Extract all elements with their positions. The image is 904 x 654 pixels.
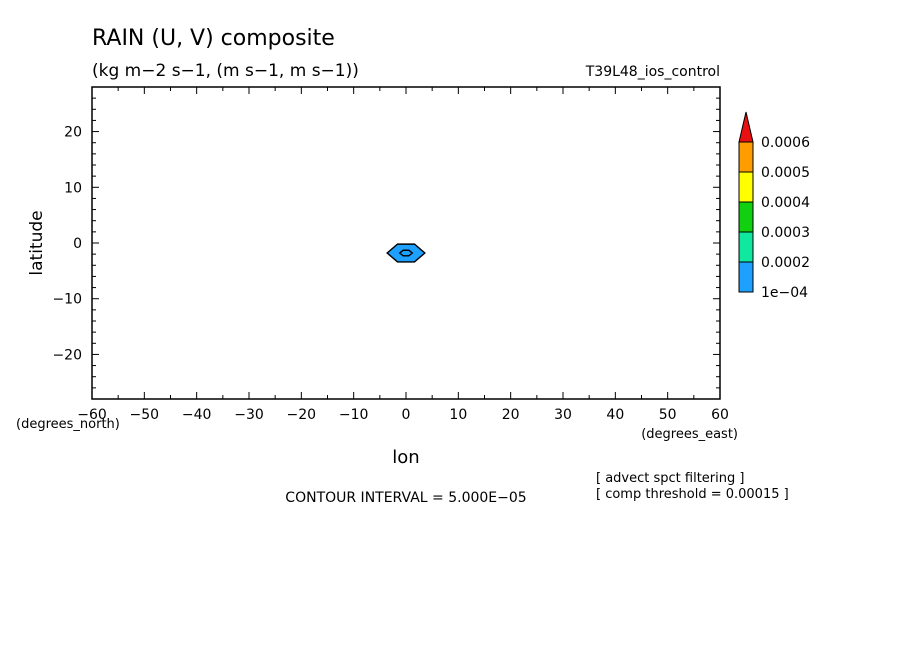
colorbar-box [738, 261, 754, 293]
y-tick-label: 10 [64, 180, 82, 196]
x-tick-label: −60 [77, 407, 107, 423]
x-tick-label: 20 [502, 407, 520, 423]
plot-frame [91, 86, 721, 400]
x-tick-label: 10 [449, 407, 467, 423]
colorbar-box [738, 231, 754, 263]
x-tick-label: −10 [339, 407, 369, 423]
x-units-label: (degrees_east) [641, 427, 738, 442]
colorbar-overflow-triangle [738, 111, 754, 143]
contour-features [386, 243, 426, 263]
x-axis-label: lon [392, 447, 419, 468]
chart-subtitle: (kg m−2 s−1, (m s−1, m s−1)) [92, 61, 359, 81]
y-units-label: (degrees_north) [16, 417, 120, 432]
x-tick-label: −40 [182, 407, 212, 423]
y-tick-label: −20 [52, 347, 82, 363]
note-advect: [ advect spct filtering ] [596, 471, 744, 486]
x-tick-label: 50 [659, 407, 677, 423]
y-axis-label: latitude [27, 210, 47, 275]
colorbar-box [738, 171, 754, 203]
note-threshold: [ comp threshold = 0.00015 ] [596, 487, 789, 502]
axis-ticks [91, 86, 721, 400]
run-label: T39L48_ios_control [585, 64, 720, 80]
colorbar-box [738, 141, 754, 173]
contour-interval-label: CONTOUR INTERVAL = 5.000E−05 [285, 490, 526, 506]
x-tick-label: −50 [130, 407, 160, 423]
x-tick-labels: −60 −50 −40 −30 −20 −10 0 10 20 30 40 50 60 [77, 407, 729, 423]
y-tick-label: 0 [73, 236, 82, 252]
x-tick-label: −20 [287, 407, 317, 423]
rain-blob-inner [398, 249, 414, 257]
y-tick-label: −10 [52, 292, 82, 308]
colorbar-label: 0.0002 [761, 255, 810, 271]
x-tick-label: −30 [234, 407, 264, 423]
colorbar-label: 0.0005 [761, 165, 810, 181]
x-tick-label: 0 [402, 407, 411, 423]
colorbar-label: 0.0006 [761, 135, 810, 151]
colorbar-box [738, 201, 754, 233]
x-tick-label: 60 [711, 407, 729, 423]
y-tick-label: 20 [64, 125, 82, 141]
x-tick-label: 30 [554, 407, 572, 423]
colorbar-label: 0.0003 [761, 225, 810, 241]
colorbar-label: 1e−04 [761, 285, 808, 301]
x-tick-label: 40 [606, 407, 624, 423]
y-tick-labels: 20 10 0 −10 −20 [52, 125, 82, 364]
chart-title: RAIN (U, V) composite [92, 26, 335, 51]
colorbar-legend: 0.0006 0.0005 0.0004 0.0003 0.0002 1e−04 [738, 111, 810, 301]
colorbar-label: 0.0004 [761, 195, 810, 211]
